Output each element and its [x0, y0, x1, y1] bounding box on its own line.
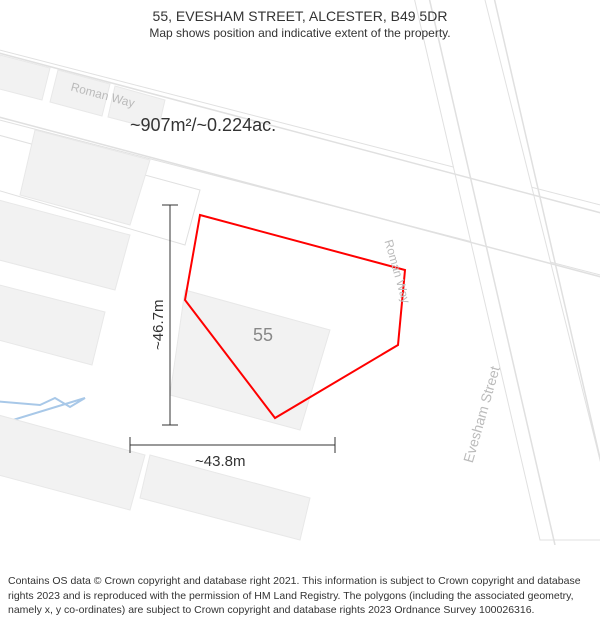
map-svg: [0, 0, 600, 545]
header: 55, EVESHAM STREET, ALCESTER, B49 5DR Ma…: [0, 0, 600, 44]
page-subtitle: Map shows position and indicative extent…: [10, 26, 590, 40]
footer-copyright: Contains OS data © Crown copyright and d…: [0, 568, 600, 625]
page-title: 55, EVESHAM STREET, ALCESTER, B49 5DR: [10, 8, 590, 24]
area-label: ~907m²/~0.224ac.: [130, 115, 276, 136]
house-number-label: 55: [253, 325, 273, 346]
width-dimension-label: ~43.8m: [195, 453, 245, 470]
height-dimension-label: ~46.7m: [150, 300, 167, 350]
